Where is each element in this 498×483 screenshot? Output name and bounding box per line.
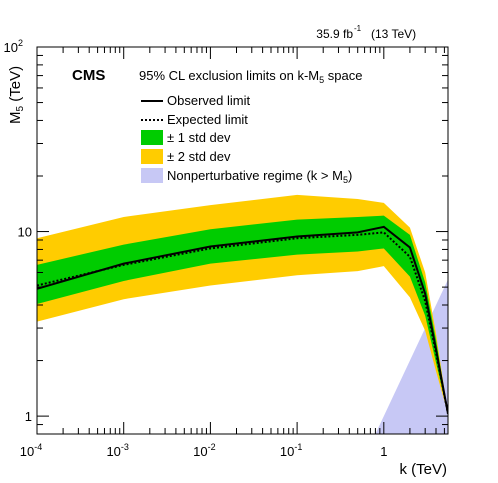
luminosity-label: 35.9 fb — [316, 27, 353, 41]
band-1sigma — [37, 215, 448, 414]
x-tick-label: 1 — [380, 444, 387, 459]
y-tick-label: 1 — [25, 409, 32, 424]
expected-limit-line — [37, 231, 448, 414]
y-axis-title: M5 (TeV) — [7, 66, 26, 124]
x-tick-label: 10-1 — [280, 442, 302, 459]
x-axis-title: k (TeV) — [399, 461, 447, 478]
legend-nonpert-label: Nonperturbative regime (k > M5) — [167, 168, 352, 185]
legend-nonpert-sub: 5 — [343, 175, 348, 185]
y-tick-label: 102 — [4, 38, 23, 55]
legend-band2-label: ± 2 std dev — [167, 149, 231, 164]
y-axis-title-sub: 5 — [15, 106, 26, 112]
energy-label: (13 TeV) — [371, 27, 416, 41]
observed-limit-line — [37, 225, 448, 414]
legend-nonpert-swatch — [141, 168, 163, 183]
legend-observed-label: Observed limit — [167, 93, 250, 108]
x-tick-label: 10-2 — [193, 442, 215, 459]
x-tick-label: 10-3 — [106, 442, 128, 459]
chart-title-sub: 5 — [319, 75, 324, 85]
chart-title: 95% CL exclusion limits on k-M5 space — [139, 68, 362, 85]
y-tick-label: 10 — [18, 225, 32, 240]
luminosity-unit-sup: -1 — [354, 24, 362, 33]
legend-band1-label: ± 1 std dev — [167, 130, 231, 145]
legend: Observed limit Expected limit ± 1 std de… — [141, 93, 352, 185]
legend-expected-label: Expected limit — [167, 112, 248, 127]
legend-band1-swatch — [141, 130, 163, 145]
experiment-label: CMS — [72, 67, 105, 84]
legend-band2-swatch — [141, 149, 163, 164]
x-tick-label: 10-4 — [20, 442, 42, 459]
